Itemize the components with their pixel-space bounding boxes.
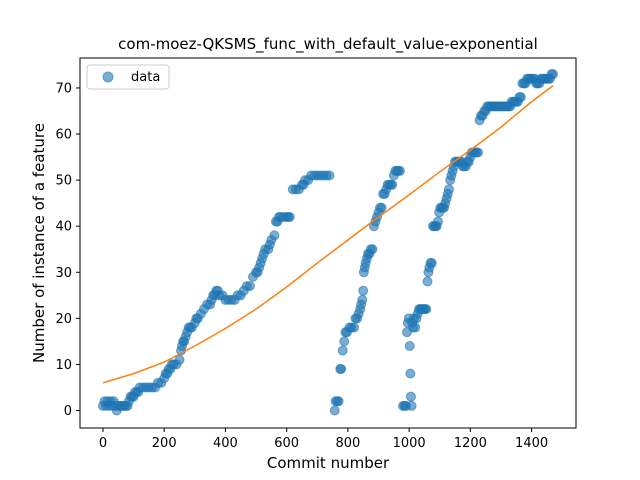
data-point bbox=[333, 396, 344, 407]
x-tick-label: 0 bbox=[99, 436, 107, 451]
data-point bbox=[269, 230, 280, 241]
data-point bbox=[422, 276, 433, 287]
data-point bbox=[284, 211, 295, 222]
data-point bbox=[515, 92, 526, 103]
y-tick-label: 30 bbox=[55, 266, 72, 281]
x-tick-label: 1200 bbox=[454, 436, 487, 451]
x-tick-label: 400 bbox=[213, 436, 238, 451]
y-tick-label: 0 bbox=[64, 404, 72, 419]
y-tick-label: 10 bbox=[55, 358, 72, 373]
data-point bbox=[337, 345, 348, 356]
y-tick-label: 70 bbox=[55, 81, 72, 96]
x-axis-label: Commit number bbox=[267, 454, 390, 472]
y-tick-label: 50 bbox=[55, 174, 72, 189]
legend-label: data bbox=[131, 70, 160, 85]
x-tick-label: 600 bbox=[274, 436, 299, 451]
y-axis-label: Number of instance of a feature bbox=[30, 123, 48, 363]
data-point bbox=[410, 322, 421, 333]
fit-line bbox=[102, 85, 554, 384]
data-point bbox=[174, 354, 185, 365]
y-tick-label: 40 bbox=[55, 220, 72, 235]
plot-frame bbox=[79, 57, 577, 429]
chart-title: com-moez-QKSMS_func_with_default_value-e… bbox=[118, 35, 538, 54]
data-point bbox=[404, 340, 415, 351]
data-point bbox=[329, 405, 340, 416]
y-tick-label: 20 bbox=[55, 312, 72, 327]
x-axis-ticks: 0 200 400 600 800 1000 1200 1400 bbox=[99, 428, 548, 451]
data-point bbox=[349, 322, 360, 333]
data-point bbox=[426, 258, 437, 269]
legend-marker bbox=[102, 71, 114, 83]
data-point bbox=[244, 281, 255, 292]
y-axis-ticks: 0 10 20 30 40 50 60 70 bbox=[55, 81, 80, 419]
data-point bbox=[324, 170, 335, 181]
data-point bbox=[367, 244, 378, 255]
legend-box bbox=[86, 64, 170, 90]
x-tick-label: 200 bbox=[152, 436, 177, 451]
data-point bbox=[406, 400, 417, 411]
data-point bbox=[376, 202, 387, 213]
data-point bbox=[358, 285, 369, 296]
data-point bbox=[443, 184, 454, 195]
y-tick-label: 60 bbox=[55, 128, 72, 143]
x-tick-label: 1400 bbox=[515, 436, 548, 451]
legend: data bbox=[86, 64, 170, 90]
data-point bbox=[405, 368, 416, 379]
x-tick-label: 1000 bbox=[393, 436, 426, 451]
data-point bbox=[339, 336, 350, 347]
x-tick-label: 800 bbox=[335, 436, 360, 451]
data-point bbox=[473, 147, 484, 158]
plot-marks bbox=[97, 69, 559, 416]
data-point bbox=[432, 216, 443, 227]
data-point bbox=[548, 69, 559, 80]
data-point bbox=[387, 179, 398, 190]
data-point bbox=[336, 364, 347, 375]
data-point bbox=[421, 304, 432, 315]
data-point bbox=[394, 165, 405, 176]
data-point bbox=[405, 391, 416, 402]
data-point bbox=[357, 294, 368, 305]
